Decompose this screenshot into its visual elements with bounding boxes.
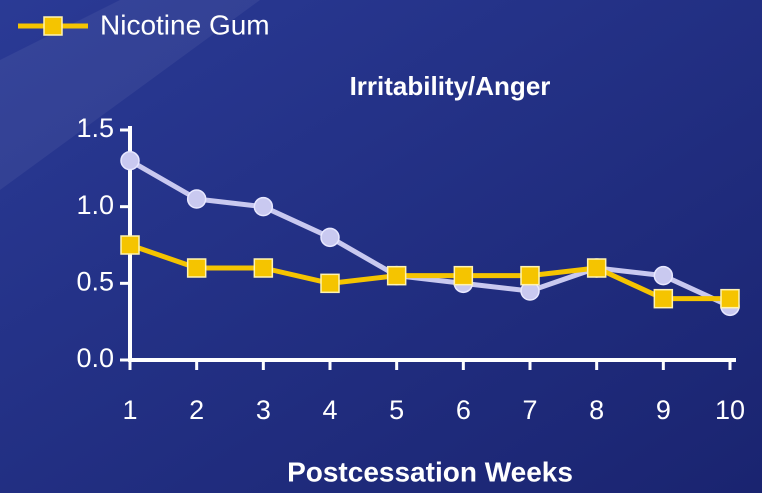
x-tick-label: 5 — [389, 395, 404, 425]
x-axis-label: Postcessation Weeks — [287, 456, 573, 487]
marker — [253, 258, 274, 278]
marker — [320, 273, 340, 294]
chart-title: Irritability/Anger — [350, 71, 551, 101]
marker — [586, 258, 607, 278]
marker — [186, 189, 207, 209]
marker — [120, 235, 140, 255]
x-tick-label: 4 — [322, 395, 337, 425]
marker — [653, 265, 674, 286]
series-line — [128, 158, 732, 309]
x-tick-label: 9 — [656, 395, 671, 425]
x-tick-label: 2 — [189, 395, 204, 425]
x-tick-label: 8 — [589, 395, 604, 425]
marker — [653, 288, 674, 309]
marker — [120, 150, 140, 171]
y-tick-label: 0.0 — [76, 343, 114, 373]
y-tick-label: 1.0 — [76, 190, 114, 220]
marker — [320, 227, 340, 248]
y-tick-label: 0.5 — [76, 266, 114, 296]
background-highlight — [0, 0, 260, 190]
x-tick-label: 6 — [456, 395, 471, 425]
marker — [453, 265, 474, 286]
legend-label: Nicotine Gum — [100, 9, 270, 40]
series-line — [129, 242, 730, 302]
x-tick-label: 3 — [256, 395, 271, 425]
x-tick-label: 10 — [715, 395, 745, 425]
marker — [720, 288, 740, 309]
x-tick-label: 7 — [522, 395, 537, 425]
legend-marker — [43, 16, 63, 36]
marker — [186, 258, 207, 278]
marker — [520, 265, 540, 286]
marker — [386, 265, 407, 286]
marker — [253, 196, 274, 217]
y-tick-label: 1.5 — [76, 113, 114, 143]
x-tick-label: 1 — [122, 395, 137, 425]
